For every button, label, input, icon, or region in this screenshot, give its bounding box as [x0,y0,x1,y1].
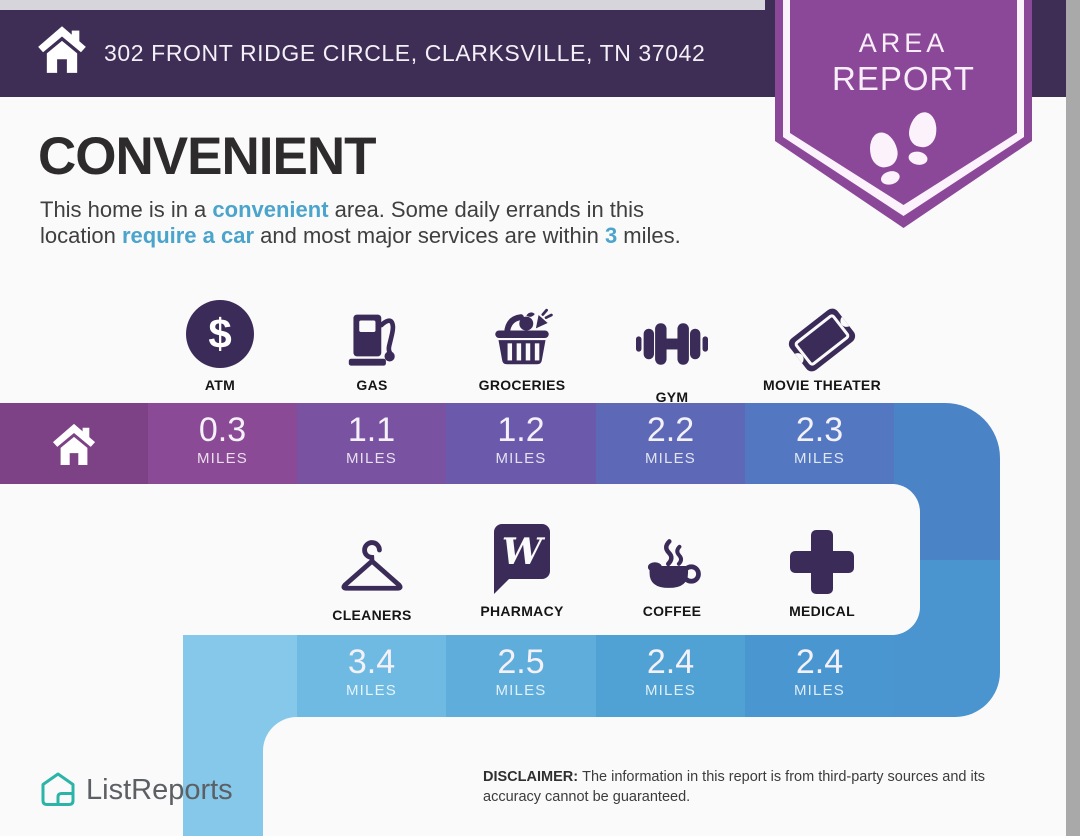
right-border-strip [1066,0,1080,836]
highlight-require-a-car: require a car [121,222,255,248]
coffee-cup-icon [597,514,747,594]
ticket-icon [786,305,858,375]
distance-value: 2.3 [795,411,844,449]
poi-cleaners: CLEANERS [297,514,447,623]
property-address: 302 FRONT RIDGE CIRCLE, CLARKSVILLE, TN … [104,40,706,66]
description-text: This home is in a convenient area. Some … [40,197,681,248]
distance-segment-gym: 2.2 MILES [596,403,745,484]
miles-label: MILES [644,450,696,467]
badge-title-line2: REPORT [832,60,975,97]
distance-value: 1.2 [497,411,545,449]
poi-gym: GYM [597,288,747,405]
miles-label: MILES [345,682,397,699]
poi-groceries: GROCERIES [447,288,597,393]
distance-segment-medical: 2.4 MILES [745,635,894,717]
miles-label: MILES [793,682,845,699]
distance-segment-atm: 0.3 MILES [148,403,297,484]
distance-value: 0.3 [198,411,247,449]
second-row-card [0,484,920,635]
distance-segment-movie-theater: 2.3 MILES [745,403,894,484]
medical-cross-icon [790,530,854,594]
miles-label: MILES [495,682,547,699]
poi-pharmacy: W PHARMACY [447,514,597,619]
poi-label: PHARMACY [480,603,564,619]
miles-label: MILES [793,450,845,467]
poi-label: GYM [655,389,689,405]
distance-value: 2.4 [795,643,844,681]
footer-area [263,717,1066,836]
poi-label: CLEANERS [332,607,412,623]
walgreens-w-icon: W [494,524,550,594]
poi-label: GROCERIES [478,377,566,393]
poi-label: MEDICAL [789,603,855,619]
bar1-home-segment [0,403,148,484]
poi-label: COFFEE [642,603,702,619]
distance-value: 2.2 [646,411,695,449]
poi-coffee: COFFEE [597,514,747,619]
miles-label: MILES [644,682,696,699]
miles-label: MILES [345,450,397,467]
home-icon [52,423,96,465]
listreports-house-icon [41,772,75,806]
poi-label: ATM [204,377,236,393]
distance-segment-gas: 1.1 MILES [297,403,446,484]
distance-value: 2.4 [646,643,695,681]
poi-label: GAS [356,377,388,393]
poi-medical: MEDICAL [747,514,897,619]
top-border-strip [0,0,1080,10]
brand-name: ListReports [86,773,233,806]
miles-label: MILES [196,450,248,467]
poi-atm: $ ATM [145,288,295,393]
dumbbell-icon [597,288,747,380]
grocery-basket-icon [447,288,597,368]
highlight-3: 3 [604,222,618,248]
distance-value: 1.1 [347,411,396,449]
miles-label: MILES [495,450,547,467]
area-report-badge: AREA REPORT [775,0,1032,228]
gas-pump-icon [297,288,447,368]
highlight-convenient: convenient [212,197,329,222]
poi-movie-theater: MOVIE THEATER [747,288,897,393]
distance-value: 2.5 [497,643,545,681]
badge-title-line1: AREA [858,28,949,58]
distance-segment-pharmacy: 2.5 MILES [446,635,596,717]
distance-segment-cleaners: 3.4 MILES [297,635,446,717]
hanger-icon [297,514,447,598]
dollar-circle-icon: $ [186,300,254,368]
distance-segment-groceries: 1.2 MILES [446,403,596,484]
distance-value: 3.4 [347,643,396,681]
home-icon [36,24,88,76]
disclaimer-text: DISCLAIMER: The information in this repo… [483,769,986,805]
page-title: CONVENIENT [38,127,376,186]
distance-segment-coffee: 2.4 MILES [596,635,745,717]
road-left-turn [183,635,297,717]
listreports-logo: ListReports [40,771,233,809]
poi-gas: GAS [297,288,447,393]
poi-label: MOVIE THEATER [763,377,881,393]
